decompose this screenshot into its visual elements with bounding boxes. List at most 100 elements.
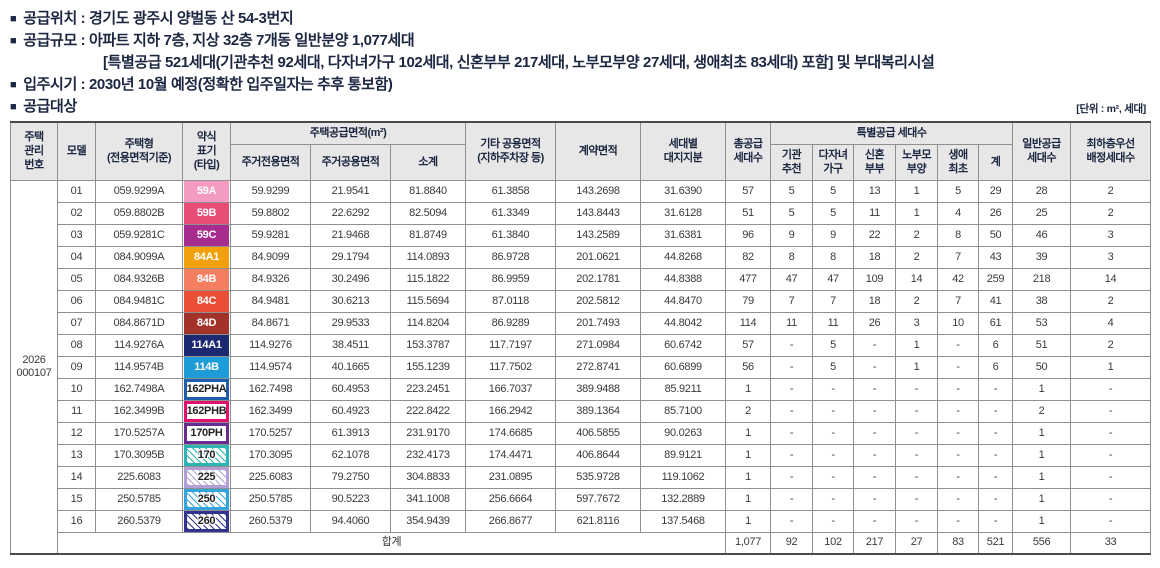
lowest-floor-cell: - — [1070, 443, 1152, 467]
exclusive-area-cell: 225.6083 — [230, 465, 311, 489]
col-header-other-area: 기타 공용면적 (지하주차장 등) — [465, 121, 557, 181]
general-units-cell: 50 — [1012, 355, 1072, 379]
common-area-cell: 60.4923 — [310, 399, 391, 423]
model-cell: 15 — [57, 487, 96, 511]
special-newlywed-cell: 26 — [853, 311, 897, 335]
general-units-cell: 25 — [1012, 201, 1072, 225]
land-share-cell: 31.6390 — [640, 179, 727, 203]
special-firstlife-cell: 7 — [937, 245, 980, 269]
contract-area-cell: 406.8644 — [555, 443, 642, 467]
model-cell: 16 — [57, 509, 96, 533]
type-cell: 114A1 — [182, 333, 231, 357]
total-units-sum: 1,077 — [725, 531, 772, 555]
special-institution-cell: 11 — [770, 311, 814, 335]
col-header-lowest-floor: 최하층우선 배정세대수 — [1070, 121, 1152, 181]
bullet-square-icon: ■ — [10, 13, 17, 25]
lowest-floor-cell: 2 — [1070, 179, 1152, 203]
model-cell: 08 — [57, 333, 96, 357]
general-units-cell: 28 — [1012, 179, 1072, 203]
model-cell: 11 — [57, 399, 96, 423]
special-multichild-cell: 5 — [812, 201, 855, 225]
col-header-common-area: 주거공용면적 — [310, 143, 391, 181]
special-elderly-cell: 1 — [895, 179, 939, 203]
lowest-floor-cell: 4 — [1070, 311, 1152, 335]
col-header-type-name: 주택형 (전용면적기준) — [95, 121, 183, 181]
common-area-cell: 60.4953 — [310, 377, 391, 401]
land-share-cell: 85.9211 — [640, 377, 727, 401]
other-area-cell: 86.9959 — [465, 267, 557, 291]
land-share-cell: 90.0263 — [640, 421, 727, 445]
subtotal-cell: 114.8204 — [389, 311, 467, 335]
general-units-sum: 556 — [1012, 531, 1072, 555]
lowest-floor-sum: 33 — [1070, 531, 1152, 555]
model-cell: 03 — [57, 223, 96, 247]
special-multichild-cell: - — [812, 509, 855, 533]
other-area-cell: 256.6664 — [465, 487, 557, 511]
exclusive-area-cell: 84.9481 — [230, 289, 311, 313]
col-header-special-group: 특별공급 세대수 — [770, 121, 1014, 145]
contract-area-cell: 597.7672 — [555, 487, 642, 511]
common-area-cell: 21.9541 — [310, 179, 391, 203]
type-badge: 84B — [184, 268, 229, 290]
general-units-cell: 39 — [1012, 245, 1072, 269]
exclusive-area-cell: 84.9099 — [230, 245, 311, 269]
general-units-cell: 1 — [1012, 465, 1072, 489]
special-newlywed-cell: - — [853, 509, 897, 533]
col-header-supply-area-group: 주택공급면적(m²) — [229, 121, 467, 145]
special-institution-cell: 7 — [770, 289, 814, 313]
type-cell: 225 — [182, 465, 231, 489]
other-area-cell: 61.3349 — [465, 201, 557, 225]
special-elderly-cell: 1 — [895, 201, 939, 225]
type-name-cell: 114.9276A — [95, 333, 183, 357]
land-share-cell: 44.8042 — [640, 311, 727, 335]
special-elderly-cell: - — [895, 487, 939, 511]
col-header-general-units: 일반공급 세대수 — [1012, 121, 1072, 181]
subtotal-cell: 115.1822 — [389, 267, 467, 291]
col-header-special-elderly: 노부모 부양 — [895, 143, 939, 181]
special-firstlife-cell: - — [937, 465, 980, 489]
model-cell: 05 — [57, 267, 96, 291]
lowest-floor-cell: 3 — [1070, 245, 1152, 269]
special-sum-cell: - — [978, 399, 1014, 423]
special-firstlife-cell: 10 — [937, 311, 980, 335]
special-newlywed-cell: - — [853, 443, 897, 467]
type-badge: 84A1 — [184, 246, 229, 268]
land-share-cell: 44.8470 — [640, 289, 727, 313]
total-units-cell: 1 — [725, 487, 772, 511]
type-name-cell: 084.9099A — [95, 245, 183, 269]
special-firstlife-cell: - — [937, 377, 980, 401]
lowest-floor-cell: 14 — [1070, 267, 1152, 291]
special-newlywed-cell: 13 — [853, 179, 897, 203]
type-name-cell: 162.7498A — [95, 377, 183, 401]
type-cell: 114B — [182, 355, 231, 379]
special-firstlife-cell: 7 — [937, 289, 980, 313]
type-cell: 59C — [182, 223, 231, 247]
special-multichild-cell: - — [812, 399, 855, 423]
other-area-cell: 231.0895 — [465, 465, 557, 489]
subtotal-cell: 222.8422 — [389, 399, 467, 423]
type-cell: 250 — [182, 487, 231, 511]
other-area-cell: 266.8677 — [465, 509, 557, 533]
special-firstlife-cell: - — [937, 355, 980, 379]
type-cell: 84A1 — [182, 245, 231, 269]
common-area-cell: 40.1665 — [310, 355, 391, 379]
type-name-cell: 114.9574B — [95, 355, 183, 379]
subtotal-cell: 304.8833 — [389, 465, 467, 489]
type-badge: 225 — [184, 466, 229, 488]
special-elderly-cell: - — [895, 443, 939, 467]
land-share-cell: 85.7100 — [640, 399, 727, 423]
table-row: 05 084.9326B 84B 84.9326 30.2496 115.1822 86.9… — [11, 267, 1152, 291]
special-firstlife-cell: 8 — [937, 223, 980, 247]
type-badge: 84C — [184, 290, 229, 312]
subtotal-cell: 223.2451 — [389, 377, 467, 401]
special-sum-cell: 29 — [978, 179, 1014, 203]
type-name-cell: 260.5379 — [95, 509, 183, 533]
common-area-cell: 90.5223 — [310, 487, 391, 511]
table-row: 2026 000107 01 059.9299A 59A 59.9299 21.9541 8… — [10, 179, 1152, 555]
common-area-cell: 30.2496 — [310, 267, 391, 291]
special-elderly-cell: 2 — [895, 245, 939, 269]
other-area-cell: 61.3858 — [465, 179, 557, 203]
table-row: 16 260.5379 260 260.5379 94.4060 354.9439 266.… — [11, 509, 1152, 533]
type-cell: 170PH — [182, 421, 231, 445]
special-newlywed-cell: - — [853, 487, 897, 511]
